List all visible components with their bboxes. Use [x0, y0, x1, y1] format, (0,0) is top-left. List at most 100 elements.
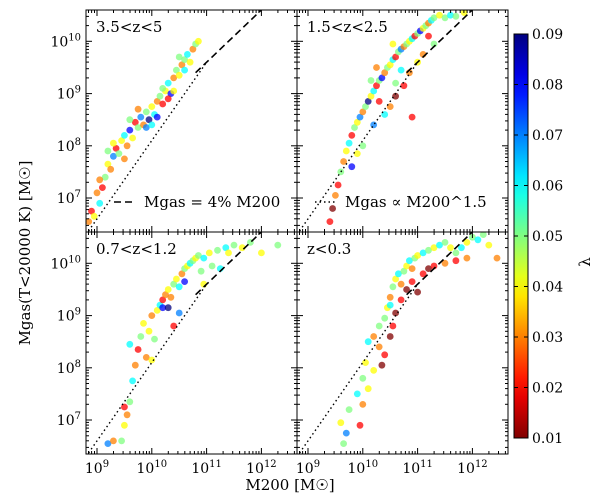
scatter-point: [356, 421, 364, 429]
panel-title: 1.5<z<2.5: [307, 18, 388, 36]
scatter-point: [364, 385, 372, 393]
scatter-point: [359, 401, 367, 408]
y-tick-label: 108: [57, 359, 81, 377]
scatter-point: [337, 419, 345, 427]
scatter-point: [131, 361, 139, 369]
scatter-point: [112, 145, 120, 152]
scatter-point: [181, 56, 189, 63]
colorbar-tick-label: 0.06: [532, 179, 563, 195]
ref-line-dashed: [195, 232, 263, 296]
scatter-point: [359, 108, 367, 116]
scatter-point: [419, 270, 427, 278]
scatter-point: [118, 137, 125, 145]
scatter-point: [436, 241, 443, 249]
scatter-point: [162, 291, 169, 299]
x-axis-label: M200 [M☉]: [245, 476, 334, 494]
y-axis-label: Mgas(T<20000 K) [M☉]: [16, 161, 34, 346]
scatter-point: [142, 354, 150, 361]
scatter-point: [184, 51, 191, 58]
scatter-point: [274, 241, 282, 249]
colorbar-tick-label: 0.09: [532, 27, 563, 43]
scatter-point: [392, 309, 399, 317]
panel-3: 107 108 109 1010 109 1010 1011 1012 0.7<z<1.2: [50, 231, 298, 477]
x-tick-label: 109: [85, 459, 109, 477]
scatter-point: [151, 335, 158, 343]
scatter-point: [345, 406, 353, 413]
scatter-point: [90, 212, 98, 220]
x-tick-label: 1011: [402, 459, 433, 477]
scatter-point: [367, 92, 375, 100]
scatter-point: [123, 411, 131, 419]
scatter-point: [375, 322, 383, 330]
x-tick-label: 109: [296, 459, 320, 477]
scatter-point: [159, 100, 167, 108]
y-tick-label: 107: [57, 189, 81, 207]
y-tick-label: 1010: [50, 32, 81, 50]
scatter-point: [225, 249, 232, 257]
scatter-point: [463, 239, 471, 246]
panels-layer: 107 108 109 1010 3.5<z<5 Mgas = 4% M200 1.5<z<…: [50, 9, 509, 477]
scatter-point: [153, 113, 161, 121]
x-tick-label: 1010: [348, 459, 379, 477]
scatter-point: [342, 147, 350, 155]
scatter-point: [175, 71, 183, 79]
scatter-point: [107, 165, 115, 173]
scatter-point: [340, 158, 347, 165]
scatter-point: [104, 147, 112, 155]
scatter-point: [441, 239, 449, 246]
scatter-point: [359, 142, 367, 150]
scatter-point: [115, 150, 123, 158]
scatter-point: [351, 124, 358, 131]
scatter-point: [129, 377, 137, 385]
scatter-point: [408, 113, 416, 121]
scatter-point: [452, 249, 460, 257]
scatter-point: [181, 278, 189, 285]
scatter-point: [332, 192, 339, 199]
y-tick-label: 1010: [50, 254, 81, 272]
scatter-point: [474, 236, 482, 244]
scatter-point: [142, 124, 150, 131]
scatter-point: [395, 270, 402, 278]
scatter-point: [197, 267, 205, 275]
y-tick-label: 108: [57, 137, 81, 155]
scatter-point: [110, 437, 117, 445]
scatter-point: [392, 79, 399, 87]
scatter-point: [131, 118, 139, 126]
scatter-point: [110, 152, 117, 160]
scatter-point: [441, 259, 449, 267]
scatter-point: [137, 113, 145, 121]
scatter-point: [173, 66, 180, 74]
colorbar: 0.01 0.02 0.03 0.04 0.05 0.06 0.07 0.08 0.09 λ: [513, 27, 594, 447]
scatter-point: [452, 257, 460, 265]
scatter-point: [208, 262, 216, 270]
scatter-point: [175, 309, 183, 317]
legend-label: Mgas = 4% M200: [144, 193, 280, 211]
scatter-point: [156, 92, 164, 100]
y-tick-label: 107: [57, 411, 81, 429]
scatter-point: [123, 142, 131, 150]
scatter-point: [408, 265, 416, 272]
scatter-point: [430, 14, 438, 22]
scatter-point: [400, 267, 408, 275]
scatter-point: [362, 359, 369, 366]
scatter-point: [170, 74, 178, 82]
scatter-point: [142, 108, 150, 116]
scatter-point: [359, 374, 367, 382]
scatter-point: [485, 241, 493, 249]
scatter-point: [164, 304, 172, 312]
panel-1: 107 108 109 1010 3.5<z<5 Mgas = 4% M200: [50, 9, 298, 233]
ref-line-dashed: [406, 10, 474, 74]
scatter-point: [362, 103, 369, 110]
scatter-point: [93, 189, 101, 197]
scatter-point: [425, 246, 432, 254]
scatter-point: [408, 278, 416, 285]
panel-title: 0.7<z<1.2: [96, 240, 177, 258]
colorbar-tick-label: 0.05: [532, 229, 563, 245]
scatter-point: [126, 126, 134, 134]
scatter-point: [373, 64, 380, 71]
scatter-point: [436, 11, 443, 19]
scatter-point: [121, 155, 128, 163]
scatter-point: [353, 150, 361, 158]
scatter-point: [178, 61, 186, 69]
